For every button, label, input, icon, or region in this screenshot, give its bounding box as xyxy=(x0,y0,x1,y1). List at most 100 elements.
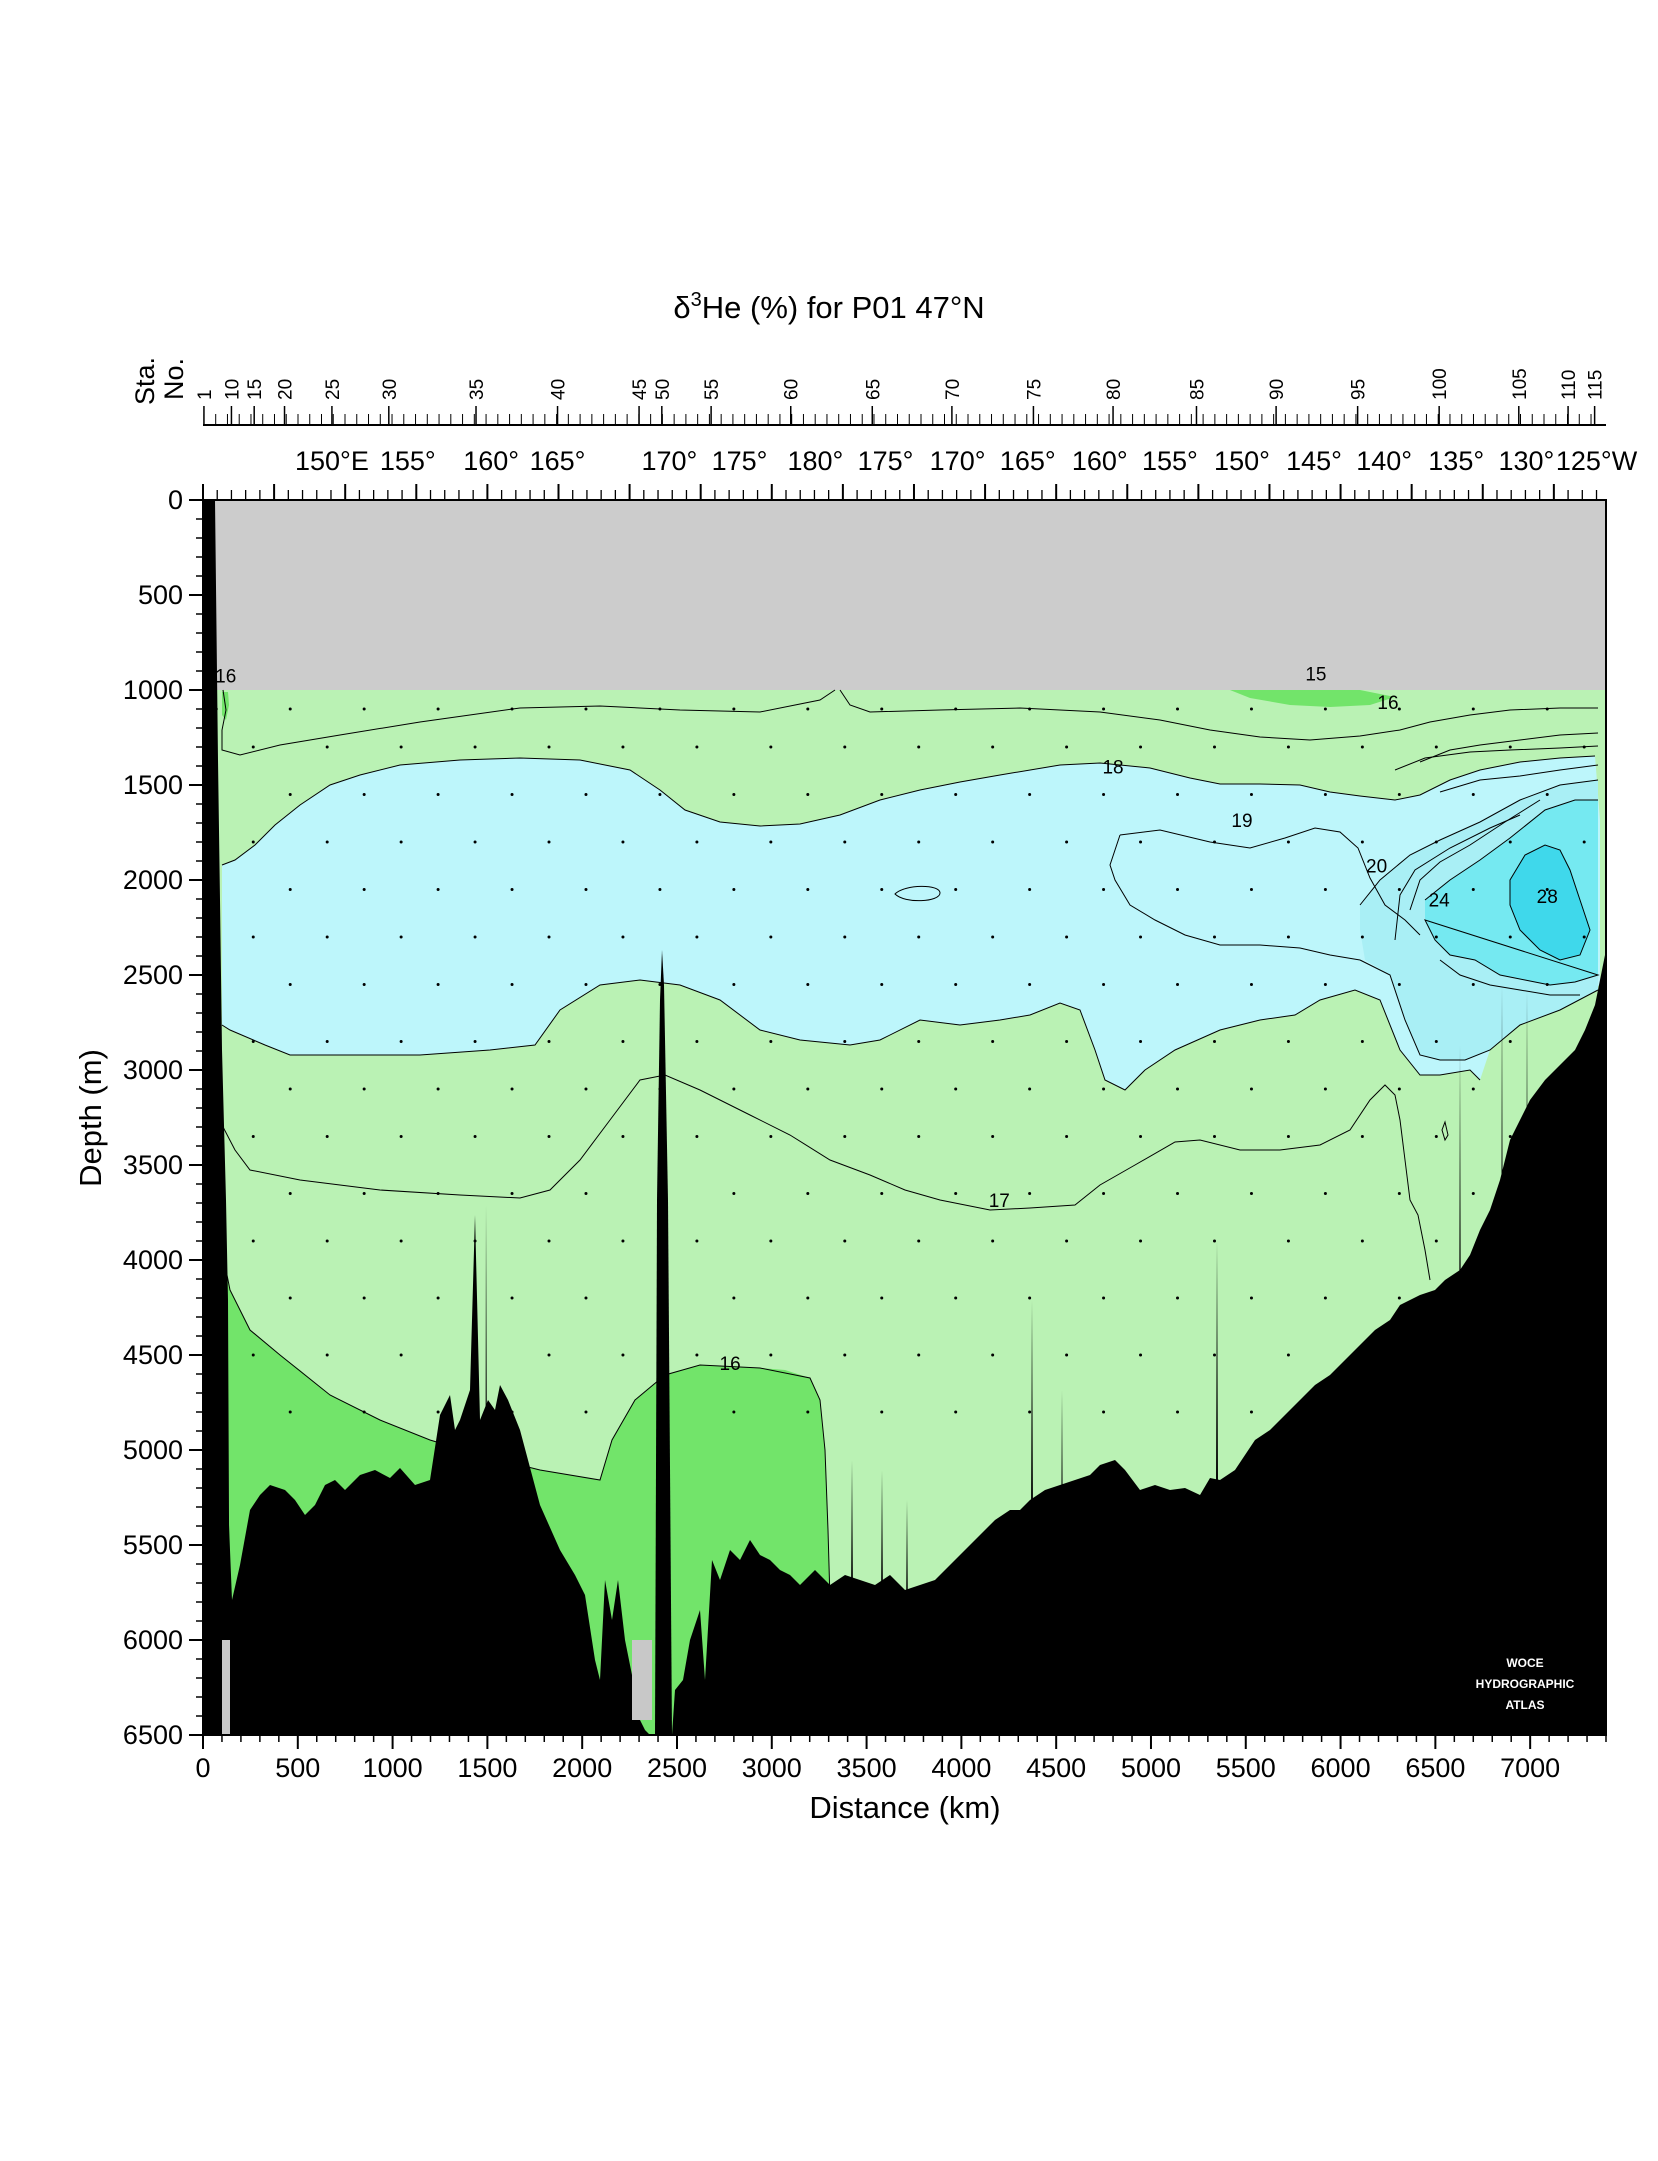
y-tick-label: 2000 xyxy=(123,865,183,895)
sample-point xyxy=(732,983,736,986)
sample-point xyxy=(806,1087,810,1091)
contour-ellipse xyxy=(894,885,941,902)
no-data-upper-region xyxy=(203,500,1606,690)
sample-point xyxy=(1212,840,1216,844)
sample-point xyxy=(917,1135,921,1138)
contour-label: 16 xyxy=(720,1354,741,1375)
sample-point xyxy=(1065,1353,1069,1357)
sample-point xyxy=(436,793,440,796)
sample-point xyxy=(769,745,773,749)
sample-point xyxy=(806,888,810,891)
sample-point xyxy=(1028,793,1032,796)
sample-point xyxy=(1582,745,1586,749)
sample-point xyxy=(510,707,514,711)
contour-dense-east-6 xyxy=(1439,959,1580,996)
sample-point xyxy=(880,1410,884,1414)
sample-point xyxy=(695,745,699,749)
y-tick-label: 4500 xyxy=(123,1340,183,1370)
sample-point xyxy=(436,1410,440,1414)
longitude-label: 165° xyxy=(530,446,586,476)
y-axis-label: Depth (m) xyxy=(73,1049,108,1187)
sample-point xyxy=(399,840,403,844)
x-tick-label: 2500 xyxy=(647,1753,707,1783)
sample-point xyxy=(695,1135,699,1138)
sample-point xyxy=(584,793,588,796)
sample-point xyxy=(399,1040,403,1043)
station-label: 35 xyxy=(467,379,488,400)
longitude-label: 170° xyxy=(641,446,697,476)
sample-point xyxy=(362,1192,366,1195)
sample-point xyxy=(436,707,440,711)
sample-point xyxy=(1102,888,1106,891)
station-label: 90 xyxy=(1267,379,1288,400)
longitude-label: 150°E xyxy=(295,446,369,476)
sample-point xyxy=(362,707,366,711)
sample-point xyxy=(1212,745,1216,749)
x-tick-label: 1500 xyxy=(457,1753,517,1783)
sample-point xyxy=(399,1239,403,1243)
sample-point xyxy=(880,1087,884,1091)
station-label: 110 xyxy=(1559,370,1580,400)
sample-point xyxy=(362,888,366,891)
sample-point xyxy=(1360,1239,1364,1243)
sample-point xyxy=(1028,888,1032,891)
logo-line3: ATLAS xyxy=(1505,1698,1544,1712)
sample-point xyxy=(1434,1135,1438,1138)
sample-point xyxy=(732,1192,736,1195)
sample-point xyxy=(991,1353,995,1357)
y-tick-label: 500 xyxy=(138,580,183,610)
sample-point xyxy=(806,983,810,986)
sample-point xyxy=(325,1135,329,1138)
station-label: 10 xyxy=(222,379,243,400)
sample-point xyxy=(1212,1353,1216,1357)
station-label: 30 xyxy=(380,379,401,400)
station-label: 55 xyxy=(702,379,723,400)
sample-point xyxy=(1176,983,1180,986)
sample-point xyxy=(843,1353,847,1357)
sample-point xyxy=(954,793,958,796)
sample-point xyxy=(362,1410,366,1414)
sample-point xyxy=(1434,745,1438,749)
sample-point xyxy=(1065,1040,1069,1043)
sample-point xyxy=(1249,888,1253,891)
sample-point xyxy=(399,1135,403,1138)
sample-point xyxy=(473,1135,477,1138)
band-28-plus xyxy=(1510,845,1590,960)
contour-label: 16 xyxy=(215,666,236,687)
no-data-patch-west xyxy=(222,1640,230,1735)
sample-point xyxy=(1065,1135,1069,1138)
sample-point xyxy=(362,983,366,986)
sample-point xyxy=(621,1040,625,1043)
sample-point xyxy=(1286,1040,1290,1043)
sample-point xyxy=(1249,1087,1253,1091)
sample-point xyxy=(1286,840,1290,844)
sample-point xyxy=(1323,1087,1327,1091)
x-axis-label: Distance (km) xyxy=(809,1790,1000,1825)
sample-point xyxy=(362,793,366,796)
y-tick-label: 3500 xyxy=(123,1150,183,1180)
longitude-label: 160° xyxy=(463,446,519,476)
y-tick-label: 4000 xyxy=(123,1245,183,1275)
sample-point xyxy=(1028,1410,1032,1414)
bottom-topography-main xyxy=(222,1215,650,1735)
sample-point xyxy=(1139,935,1143,939)
sample-point xyxy=(1545,888,1549,891)
sample-point xyxy=(1286,745,1290,749)
sample-point xyxy=(510,983,514,986)
longitude-label: 125°W xyxy=(1556,446,1638,476)
sample-point xyxy=(1212,1040,1216,1043)
y-tick-label: 1000 xyxy=(123,675,183,705)
sample-point xyxy=(732,1087,736,1091)
contour-16-lower xyxy=(217,1229,831,1601)
sample-point xyxy=(1139,1239,1143,1243)
sample-point xyxy=(1176,707,1180,711)
x-tick-label: 5000 xyxy=(1121,1753,1181,1783)
sample-point xyxy=(1028,1087,1032,1091)
bottom-topography-east xyxy=(672,950,1606,1735)
sample-point xyxy=(325,1353,329,1357)
sample-point xyxy=(917,1239,921,1243)
sample-point xyxy=(658,793,662,796)
sample-point xyxy=(1176,1296,1180,1300)
station-label: 115 xyxy=(1586,370,1607,400)
